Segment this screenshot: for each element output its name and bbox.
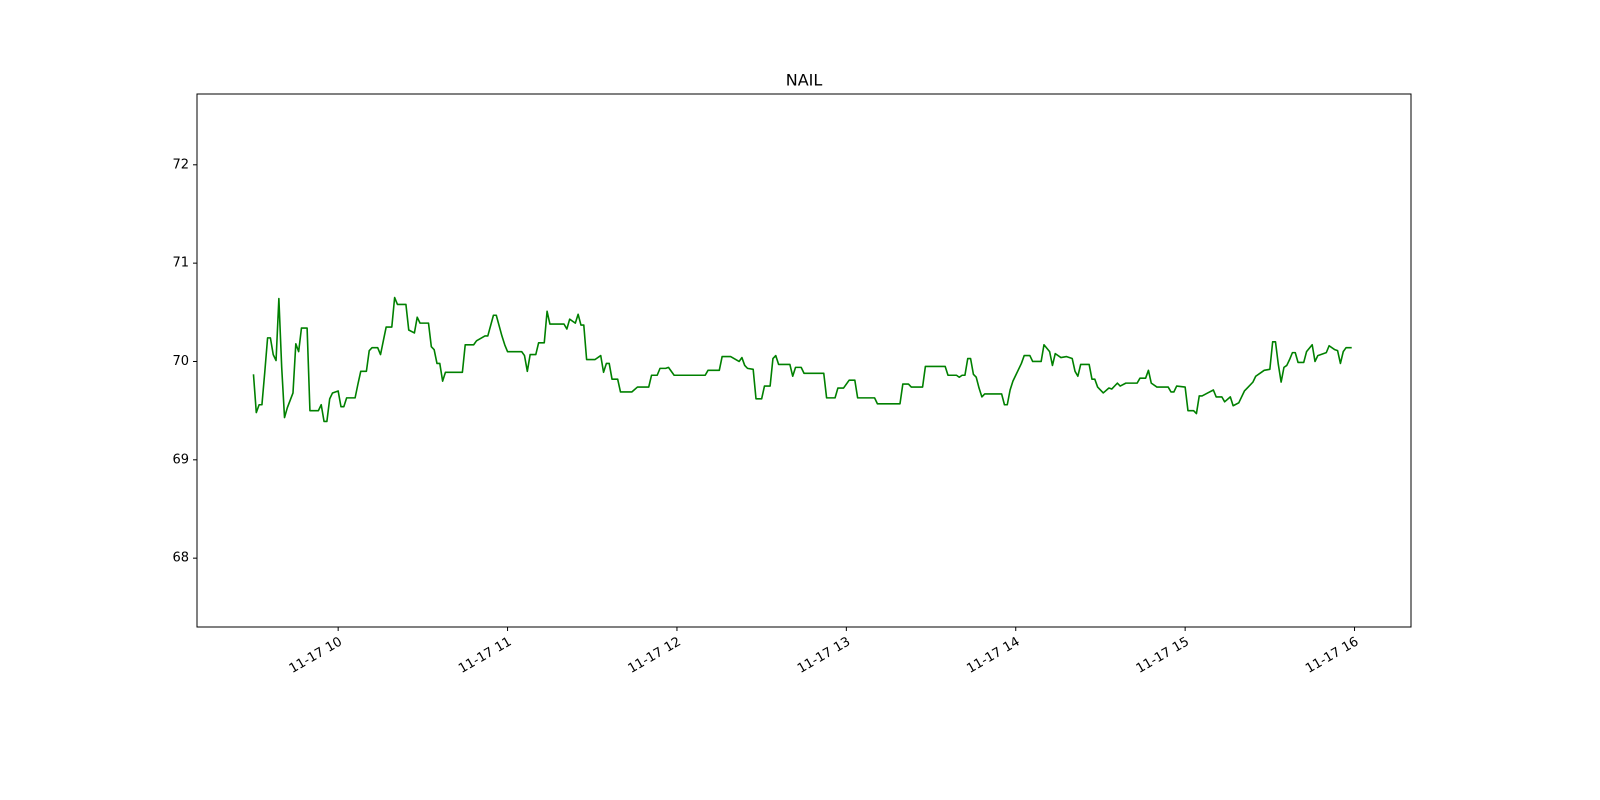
plot-frame [196,93,1412,628]
price-line [252,296,1352,423]
y-tick-label: 71 [172,256,189,271]
y-tick-label: 72 [172,157,189,172]
y-tick-label: 68 [172,551,189,566]
y-tick-label: 70 [172,354,189,369]
chart-title: NAIL [786,71,823,90]
y-tick-label: 69 [172,452,189,467]
